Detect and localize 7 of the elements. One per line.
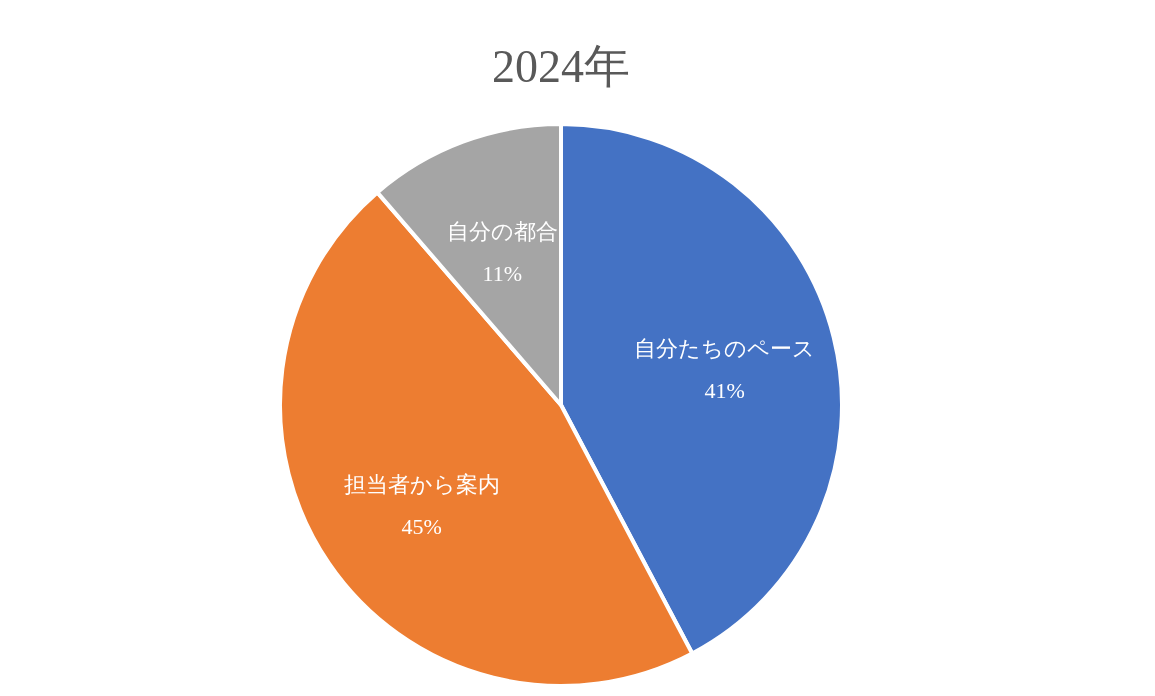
data-label: 41%: [704, 378, 745, 404]
slice-label: 自分の都合: [446, 218, 558, 244]
slice-label: 自分たちのペース: [634, 336, 816, 362]
data-label: 11%: [482, 260, 522, 286]
slice-label: 担当者から案内: [343, 472, 500, 498]
data-label: 45%: [401, 514, 442, 540]
chart-title: 2024年: [492, 41, 630, 92]
